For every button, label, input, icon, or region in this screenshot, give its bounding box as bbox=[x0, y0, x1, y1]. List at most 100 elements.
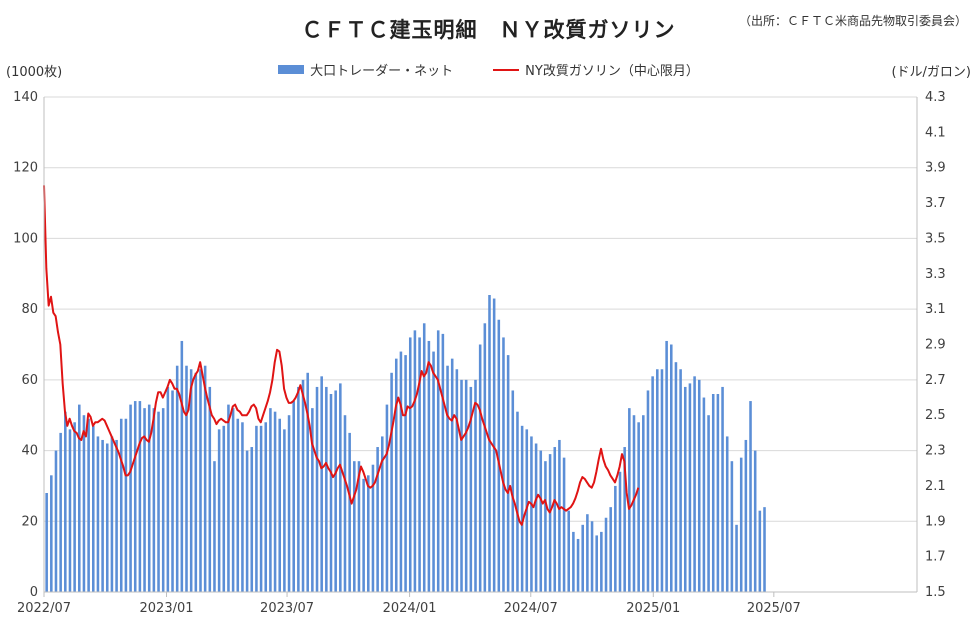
bar bbox=[450, 358, 454, 592]
bar bbox=[68, 429, 72, 592]
legend-item-line: NY改質ガソリン（中心限月） bbox=[493, 60, 699, 79]
bar bbox=[683, 386, 687, 592]
bar bbox=[292, 401, 295, 592]
bar bbox=[334, 390, 337, 592]
bar bbox=[660, 369, 664, 592]
bar bbox=[753, 450, 757, 592]
bar bbox=[427, 340, 431, 592]
bar bbox=[483, 323, 487, 592]
bar bbox=[707, 415, 710, 592]
price-line bbox=[43, 185, 640, 526]
y-left-tick-label: 20 bbox=[21, 514, 38, 529]
y-left-unit-label: (1000枚) bbox=[6, 65, 63, 80]
bar bbox=[87, 418, 90, 592]
bar bbox=[497, 319, 501, 592]
bar bbox=[208, 386, 212, 592]
y-left-tick-label: 140 bbox=[13, 90, 38, 105]
bar bbox=[632, 415, 636, 592]
bar bbox=[511, 390, 515, 592]
bar bbox=[241, 422, 244, 592]
bar bbox=[693, 376, 696, 592]
source-note: （出所：ＣＦＴＣ米商品先物取引委員会） bbox=[738, 14, 967, 28]
x-tick-label: 2023/01 bbox=[140, 601, 194, 616]
bar bbox=[64, 411, 67, 592]
line-series bbox=[43, 185, 640, 526]
y-left-tick-label: 0 bbox=[30, 585, 38, 600]
bar bbox=[297, 386, 300, 592]
x-tick-label: 2024/01 bbox=[383, 601, 437, 616]
bar bbox=[642, 415, 645, 592]
bar bbox=[311, 408, 314, 592]
bar bbox=[385, 404, 389, 592]
bar bbox=[339, 383, 342, 592]
axes: 0 20 40 60 80 100 120 140 1.5 1.7 1.9 2.1 2.3 2.5 2.7 2… bbox=[13, 90, 946, 616]
bar bbox=[325, 386, 328, 592]
bar bbox=[455, 369, 459, 592]
bar bbox=[530, 436, 533, 592]
bar bbox=[548, 454, 552, 592]
bar bbox=[763, 507, 766, 592]
bar bbox=[315, 386, 319, 592]
bar bbox=[175, 365, 179, 592]
bar bbox=[353, 461, 356, 592]
bar bbox=[506, 355, 510, 592]
bar bbox=[502, 337, 505, 592]
bar bbox=[558, 439, 561, 592]
bar bbox=[199, 369, 202, 592]
y-right-tick-label: 3.7 bbox=[925, 196, 946, 211]
y-left-tick-label: 60 bbox=[21, 373, 38, 388]
bar bbox=[50, 475, 53, 592]
y-right-tick-label: 1.5 bbox=[925, 585, 946, 600]
bar bbox=[394, 358, 398, 592]
bar bbox=[54, 450, 58, 592]
bar bbox=[520, 425, 524, 592]
bar bbox=[749, 401, 752, 592]
y-right-tick-label: 1.7 bbox=[925, 550, 946, 565]
bar bbox=[371, 464, 375, 592]
bar bbox=[343, 415, 347, 592]
bar bbox=[670, 344, 673, 592]
bar bbox=[595, 535, 598, 592]
bar bbox=[143, 408, 146, 592]
bar bbox=[581, 524, 584, 592]
bar bbox=[441, 333, 445, 592]
bar bbox=[320, 376, 323, 592]
x-tick-label: 2025/01 bbox=[626, 601, 680, 616]
bar bbox=[301, 379, 305, 592]
bar bbox=[604, 517, 608, 592]
bar bbox=[101, 439, 104, 592]
bar bbox=[357, 461, 361, 592]
bar bbox=[129, 404, 132, 592]
bar bbox=[688, 383, 692, 592]
bar bbox=[628, 408, 631, 592]
bar bbox=[110, 436, 114, 592]
bar bbox=[492, 298, 496, 592]
bar bbox=[646, 390, 650, 592]
bar bbox=[157, 411, 160, 592]
y-right-tick-label: 3.1 bbox=[925, 302, 946, 317]
bar bbox=[348, 432, 351, 592]
bar bbox=[534, 443, 538, 592]
chart-title: ＣＦＴＣ建玉明細 ＮＹ改質ガソリン bbox=[301, 18, 676, 42]
bar bbox=[478, 344, 482, 592]
bar bbox=[269, 408, 272, 592]
bar bbox=[390, 372, 393, 592]
y-right-tick-label: 2.3 bbox=[925, 444, 946, 459]
bar bbox=[539, 450, 543, 592]
bar bbox=[59, 432, 62, 592]
y-right-tick-label: 3.5 bbox=[925, 231, 946, 246]
x-tick-label: 2022/07 bbox=[17, 601, 71, 616]
bar bbox=[115, 439, 118, 592]
bar bbox=[245, 450, 249, 592]
bar bbox=[283, 429, 286, 592]
bar bbox=[185, 365, 188, 592]
bar bbox=[739, 457, 743, 592]
bar bbox=[562, 457, 566, 592]
bar bbox=[656, 369, 659, 592]
bar bbox=[721, 386, 724, 592]
bar bbox=[618, 471, 622, 592]
bar bbox=[590, 521, 594, 592]
bar bbox=[432, 351, 435, 592]
bar bbox=[399, 351, 403, 592]
